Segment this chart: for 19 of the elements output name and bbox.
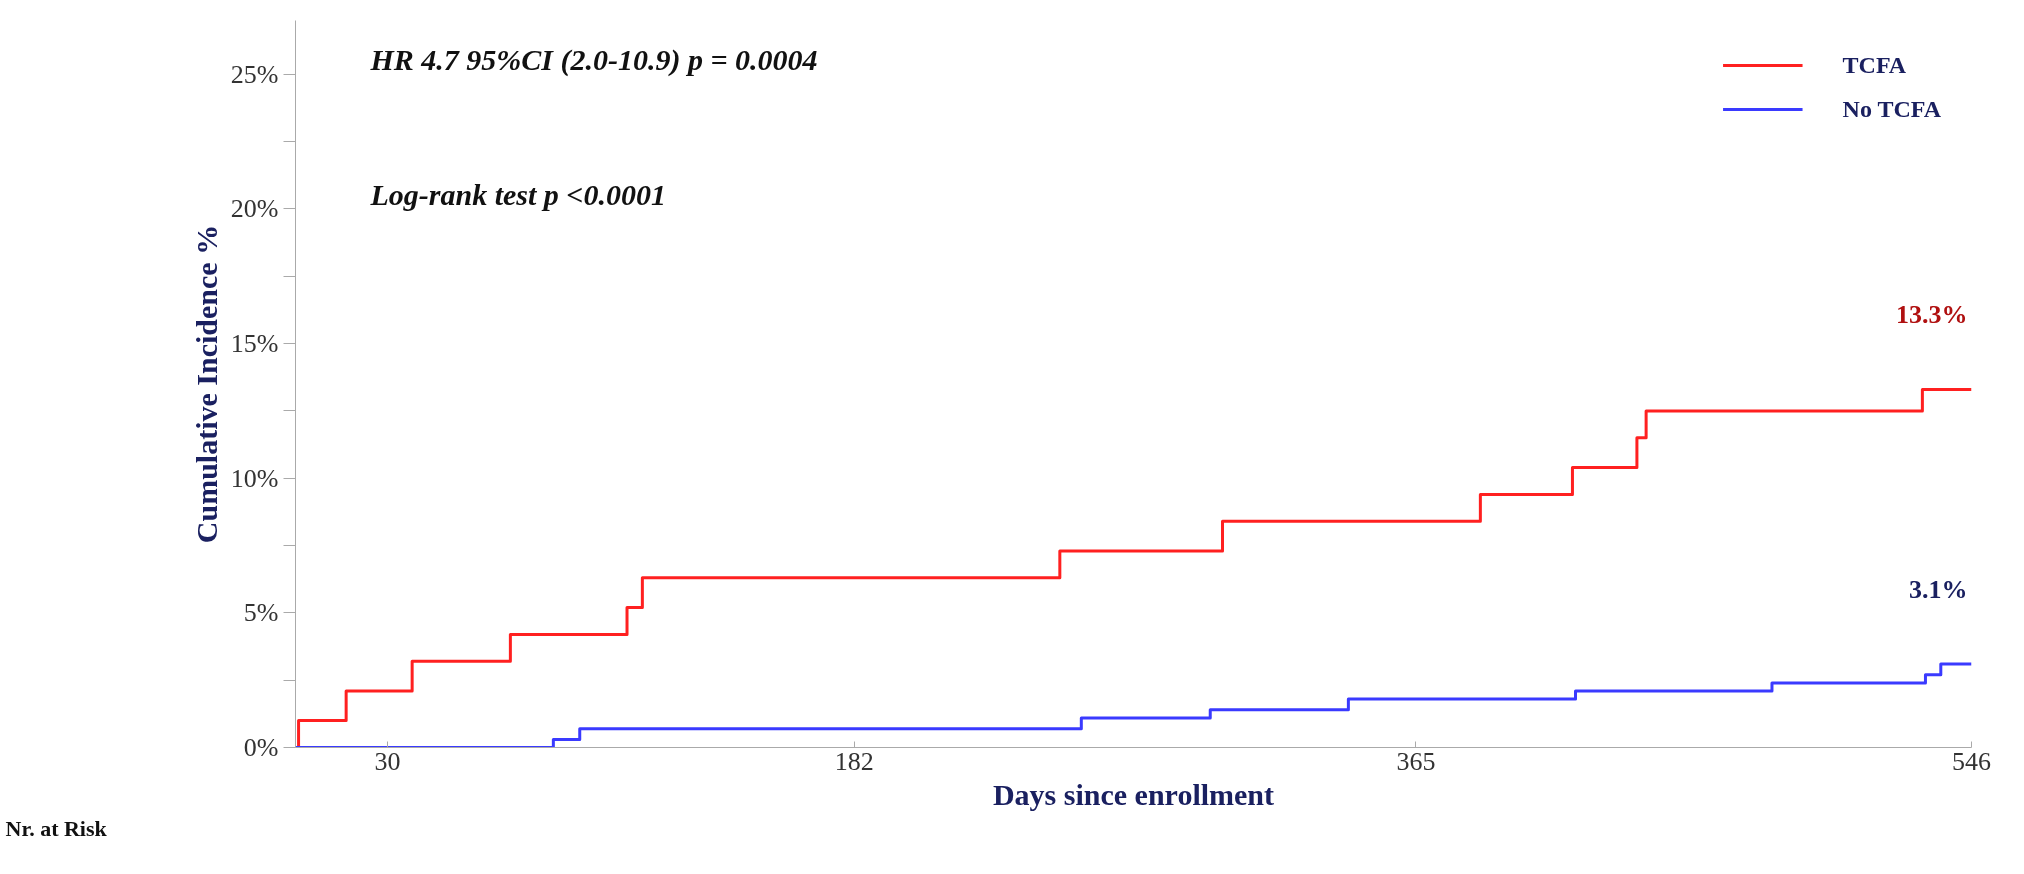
legend-label: No TCFA — [1842, 95, 1941, 123]
annotation: 13.3% — [1896, 300, 1968, 330]
y-tick-label: 10% — [230, 463, 279, 493]
x-tick-label: 30 — [374, 746, 401, 776]
y-tick-label: 20% — [230, 194, 279, 224]
y-tick-label: 5% — [243, 598, 279, 628]
annotation: Log-rank test p <0.0001 — [369, 177, 666, 211]
y-tick-label: 25% — [230, 59, 279, 89]
x-axis-title: Days since enrollment — [992, 777, 1275, 811]
y-tick-label: 15% — [230, 329, 279, 359]
x-tick-label: 182 — [834, 746, 874, 776]
legend-label: TCFA — [1842, 51, 1907, 79]
annotation: 3.1% — [1909, 575, 1968, 605]
annotation: HR 4.7 95%CI (2.0-10.9) p = 0.0004 — [369, 42, 818, 77]
y-tick-label: 0% — [243, 733, 279, 762]
y-axis-title: Cumulative Incidence % — [189, 224, 223, 544]
x-tick-label: 365 — [1396, 746, 1436, 776]
text: Nr. at Risk — [5, 815, 108, 841]
x-tick-label: 546 — [1952, 746, 1991, 776]
